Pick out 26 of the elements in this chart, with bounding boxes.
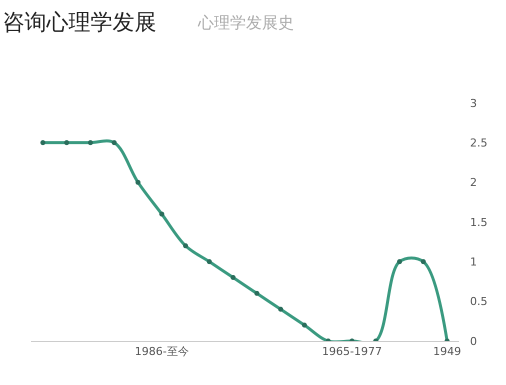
point: [230, 275, 236, 280]
chart-subtitle: 心理学发展史: [197, 13, 294, 32]
point: [420, 259, 426, 264]
point: [183, 243, 188, 248]
y-tick-label: 2.5: [470, 136, 488, 150]
point: [206, 259, 212, 264]
point: [254, 290, 260, 296]
y-tick-label: 2: [470, 176, 477, 190]
point: [88, 140, 93, 146]
x-tick-label: 1949: [433, 345, 462, 358]
y-tick-label: 0: [470, 334, 477, 348]
x-tick-label: 1986-至今: [134, 345, 189, 358]
chart-title: 咨询心理学发展: [2, 10, 157, 36]
point: [64, 140, 70, 146]
y-tick-label: 3: [470, 96, 477, 110]
point: [136, 180, 140, 185]
y-tick-label: 1.5: [470, 216, 488, 229]
point: [40, 140, 46, 146]
point: [159, 212, 164, 217]
point: [112, 140, 117, 146]
point: [278, 306, 284, 312]
y-tick-label: 1: [470, 256, 477, 269]
point: [397, 259, 402, 264]
x-tick-label: 1965-1977: [322, 345, 382, 358]
point: [302, 322, 307, 328]
y-tick-label: 0.5: [470, 295, 488, 308]
